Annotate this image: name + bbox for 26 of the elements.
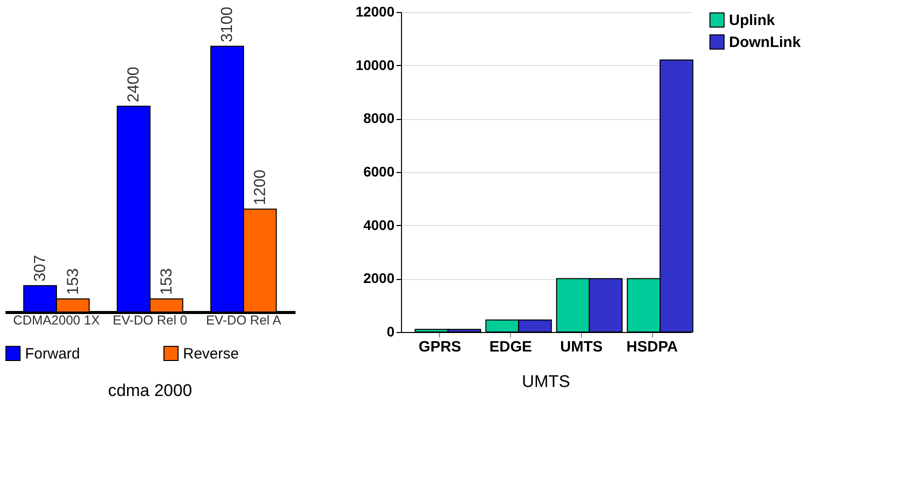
y-tick-label: 8000 — [363, 110, 395, 126]
y-tick-label: 12000 — [356, 4, 395, 20]
x-tick-label: EDGE — [489, 338, 532, 356]
y-tick-label: 0 — [386, 324, 395, 340]
y-tick-label: 4000 — [363, 216, 395, 233]
data-label: 153 — [158, 268, 176, 295]
data-label: 153 — [64, 268, 82, 295]
x-tick-label: EV-DO Rel A — [206, 312, 282, 328]
data-label: 1200 — [252, 169, 269, 206]
y-tick-label: 10000 — [356, 56, 395, 73]
data-label: 307 — [32, 254, 50, 282]
legend-label: Uplink — [729, 12, 776, 29]
data-label: 2400 — [126, 66, 143, 102]
x-tick-label: CDMA2000 1X — [13, 312, 100, 328]
legend-label: DownLink — [729, 34, 802, 51]
text: cdma 2000 — [108, 381, 192, 400]
data-label: 3100 — [219, 6, 236, 42]
legend-label: Reverse — [183, 345, 239, 362]
legend-label: Forward — [25, 345, 80, 362]
x-tick-label: UMTS — [560, 338, 603, 356]
x-tick-label: GPRS — [418, 338, 462, 356]
y-tick-label: 2000 — [363, 270, 395, 286]
x-tick-label: HSDPA — [626, 338, 678, 356]
x-tick-label: EV-DO Rel 0 — [112, 312, 188, 328]
y-tick-label: 6000 — [363, 164, 395, 180]
text: UMTS — [522, 372, 570, 391]
